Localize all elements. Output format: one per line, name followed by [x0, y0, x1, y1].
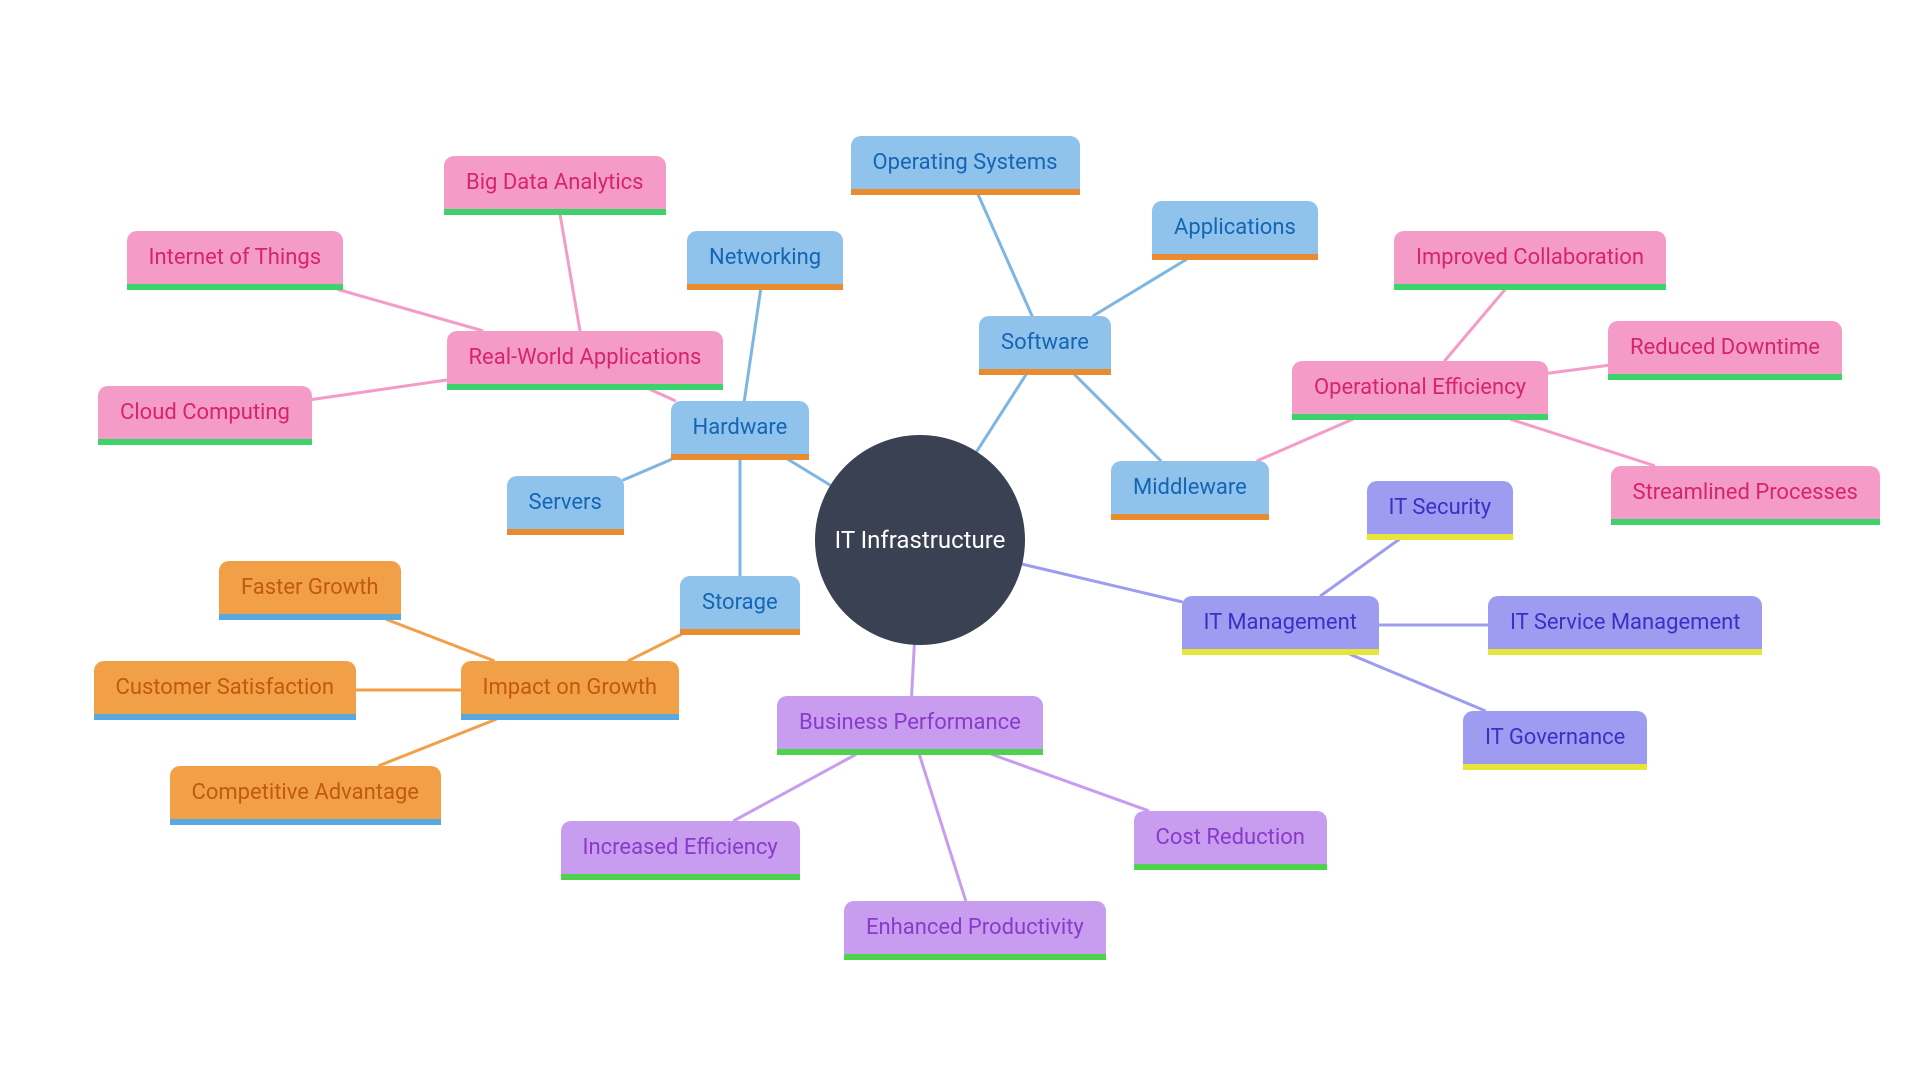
edge-itmgmt-itsec	[1321, 540, 1399, 596]
edge-software-opsys	[978, 195, 1032, 316]
node-label: Enhanced Productivity	[866, 915, 1084, 940]
node-applications: Applications	[1152, 201, 1318, 260]
node-label: Increased Efficiency	[583, 835, 778, 860]
node-realworld: Real-World Applications	[447, 331, 724, 390]
edge-bizperf-enhprod	[919, 755, 965, 901]
node-servers: Servers	[507, 476, 624, 535]
node-label: Software	[1001, 330, 1089, 355]
node-label: Impact on Growth	[483, 675, 658, 700]
edge-bizperf-costred	[992, 755, 1148, 811]
node-bizperf: Business Performance	[777, 696, 1043, 755]
edge-bizperf-inceff	[734, 755, 855, 821]
center-node-label: IT Infrastructure	[835, 526, 1006, 554]
edge-opeff-reddown	[1548, 365, 1608, 373]
edge-center-itmgmt	[1022, 564, 1181, 602]
node-label: Business Performance	[799, 710, 1021, 735]
node-label: Operating Systems	[873, 150, 1058, 175]
edge-impact-fastgrow	[387, 620, 494, 661]
node-enhprod: Enhanced Productivity	[844, 901, 1106, 960]
node-label: IT Security	[1389, 495, 1492, 520]
node-label: Cost Reduction	[1156, 825, 1305, 850]
node-itmgmt: IT Management	[1182, 596, 1379, 655]
edge-hardware-networking	[744, 290, 760, 401]
node-label: Servers	[529, 490, 602, 515]
node-cloud: Cloud Computing	[98, 386, 312, 445]
node-bigdata: Big Data Analytics	[444, 156, 666, 215]
node-label: Networking	[709, 245, 821, 270]
edge-center-software	[977, 375, 1026, 452]
node-middleware: Middleware	[1111, 461, 1269, 520]
node-label: IT Management	[1204, 610, 1357, 635]
edge-realworld-cloud	[312, 380, 447, 399]
node-software: Software	[979, 316, 1111, 375]
edge-realworld-bigdata	[560, 215, 580, 331]
node-label: Improved Collaboration	[1416, 245, 1644, 270]
node-label: Middleware	[1133, 475, 1247, 500]
node-compadv: Competitive Advantage	[170, 766, 441, 825]
node-opeff: Operational Efficiency	[1292, 361, 1548, 420]
node-iot: Internet of Things	[127, 231, 344, 290]
edge-itmgmt-itgov	[1351, 655, 1485, 711]
node-label: Storage	[702, 590, 778, 615]
edge-software-applications	[1094, 260, 1187, 316]
node-label: Hardware	[693, 415, 788, 440]
node-inceff: Increased Efficiency	[561, 821, 800, 880]
node-networking: Networking	[687, 231, 843, 290]
node-reddown: Reduced Downtime	[1608, 321, 1842, 380]
node-label: Customer Satisfaction	[116, 675, 335, 700]
node-label: IT Service Management	[1510, 610, 1740, 635]
edge-realworld-iot	[338, 290, 482, 331]
edge-hardware-servers	[624, 460, 672, 480]
edge-opeff-streamproc	[1511, 420, 1653, 466]
node-label: Big Data Analytics	[466, 170, 644, 195]
node-label: Reduced Downtime	[1630, 335, 1820, 360]
edge-center-bizperf	[912, 645, 915, 696]
edge-opeff-impcol	[1445, 290, 1505, 361]
node-label: Faster Growth	[241, 575, 379, 600]
node-label: Streamlined Processes	[1633, 480, 1858, 505]
node-label: Cloud Computing	[120, 400, 290, 425]
node-itgov: IT Governance	[1463, 711, 1647, 770]
node-opsys: Operating Systems	[851, 136, 1080, 195]
node-streamproc: Streamlined Processes	[1611, 466, 1880, 525]
node-costred: Cost Reduction	[1134, 811, 1327, 870]
node-label: Internet of Things	[149, 245, 322, 270]
edge-software-middleware	[1075, 375, 1161, 461]
node-impact: Impact on Growth	[461, 661, 680, 720]
node-fastgrow: Faster Growth	[219, 561, 401, 620]
edge-impact-compadv	[379, 720, 495, 766]
edge-hardware-realworld	[650, 390, 674, 401]
node-label: Applications	[1174, 215, 1296, 240]
node-label: Competitive Advantage	[192, 780, 419, 805]
edge-middleware-opeff	[1258, 420, 1352, 461]
edge-storage-impact	[629, 635, 681, 661]
node-custsat: Customer Satisfaction	[94, 661, 357, 720]
node-itsm: IT Service Management	[1488, 596, 1762, 655]
node-hardware: Hardware	[671, 401, 810, 460]
node-storage: Storage	[680, 576, 800, 635]
node-label: IT Governance	[1485, 725, 1625, 750]
node-impcol: Improved Collaboration	[1394, 231, 1666, 290]
node-label: Real-World Applications	[469, 345, 702, 370]
node-itsec: IT Security	[1367, 481, 1514, 540]
center-node: IT Infrastructure	[815, 435, 1025, 645]
node-label: Operational Efficiency	[1314, 375, 1526, 400]
edge-center-hardware	[788, 460, 830, 486]
